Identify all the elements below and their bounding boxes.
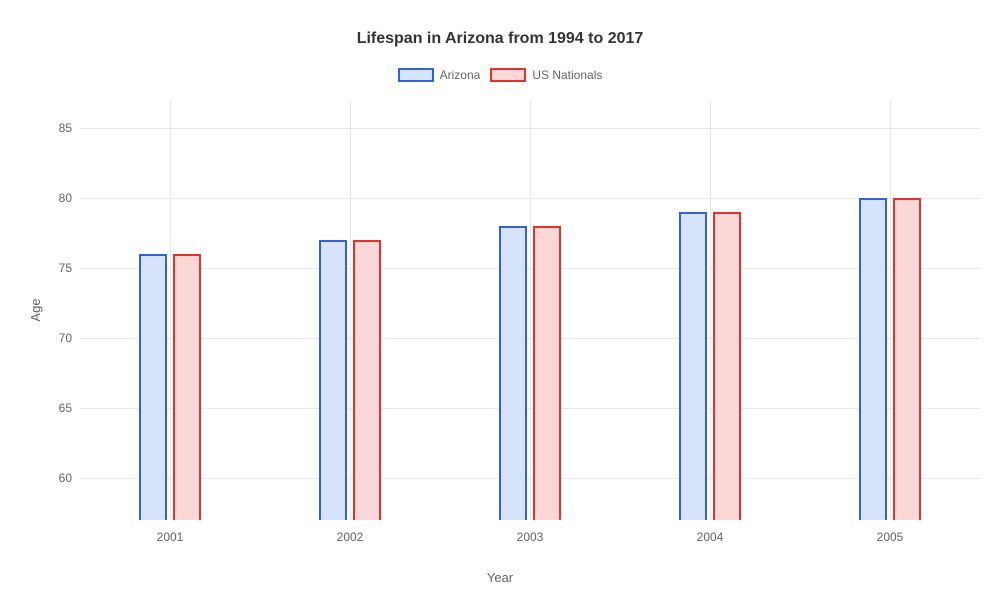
gridline-vertical bbox=[890, 100, 891, 520]
x-axis-label: Year bbox=[487, 570, 513, 585]
bar bbox=[353, 240, 381, 520]
legend-item: Arizona bbox=[398, 68, 481, 82]
chart-title: Lifespan in Arizona from 1994 to 2017 bbox=[0, 30, 1000, 48]
bar bbox=[319, 240, 347, 520]
legend-item: US Nationals bbox=[490, 68, 602, 82]
x-tick-label: 2001 bbox=[157, 520, 184, 544]
y-tick-label: 60 bbox=[59, 471, 80, 485]
bar bbox=[679, 212, 707, 520]
x-tick-label: 2004 bbox=[697, 520, 724, 544]
bar bbox=[139, 254, 167, 520]
bar bbox=[713, 212, 741, 520]
x-tick-label: 2002 bbox=[337, 520, 364, 544]
y-axis-label: Age bbox=[28, 298, 43, 321]
plot-area: 60657075808520012002200320042005 bbox=[80, 100, 980, 520]
legend: Arizona US Nationals bbox=[0, 68, 1000, 82]
gridline-vertical bbox=[170, 100, 171, 520]
x-tick-label: 2003 bbox=[517, 520, 544, 544]
y-tick-label: 70 bbox=[59, 331, 80, 345]
y-tick-label: 80 bbox=[59, 191, 80, 205]
y-tick-label: 75 bbox=[59, 261, 80, 275]
gridline-vertical bbox=[350, 100, 351, 520]
legend-label: US Nationals bbox=[532, 68, 602, 82]
y-tick-label: 65 bbox=[59, 401, 80, 415]
y-tick-label: 85 bbox=[59, 121, 80, 135]
gridline-vertical bbox=[530, 100, 531, 520]
legend-label: Arizona bbox=[440, 68, 481, 82]
legend-swatch bbox=[398, 68, 434, 82]
bar bbox=[859, 198, 887, 520]
chart-container: Lifespan in Arizona from 1994 to 2017 Ar… bbox=[0, 0, 1000, 600]
bar bbox=[499, 226, 527, 520]
legend-swatch bbox=[490, 68, 526, 82]
x-tick-label: 2005 bbox=[877, 520, 904, 544]
gridline-vertical bbox=[710, 100, 711, 520]
bar bbox=[893, 198, 921, 520]
bar bbox=[173, 254, 201, 520]
bar bbox=[533, 226, 561, 520]
